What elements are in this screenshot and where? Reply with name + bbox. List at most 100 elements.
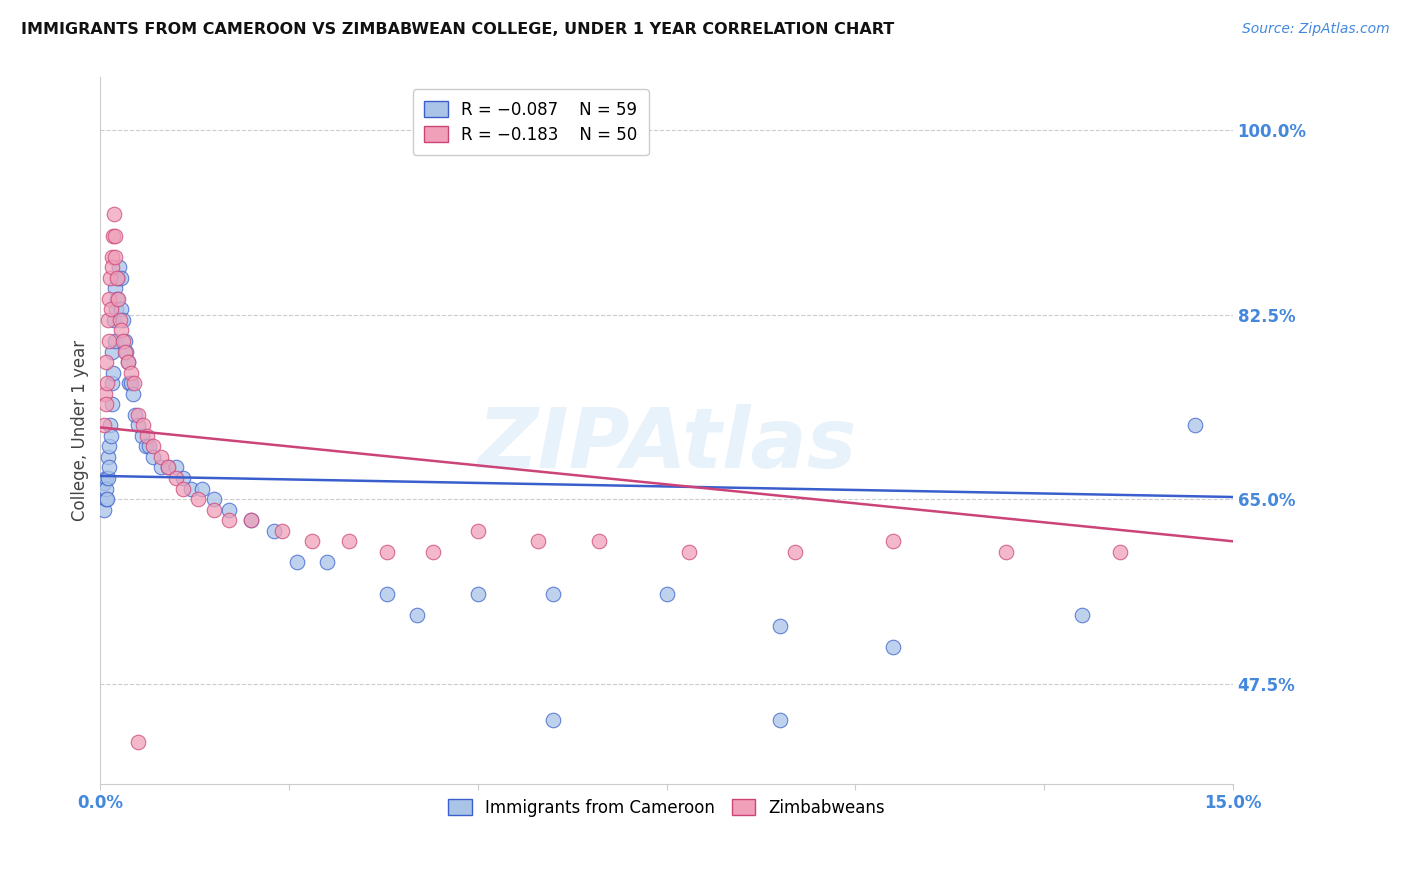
Point <box>131 418 153 433</box>
Point <box>101 260 124 275</box>
Point <box>655 587 678 601</box>
Point <box>98 270 121 285</box>
Point <box>149 460 172 475</box>
Point <box>375 545 398 559</box>
Point <box>114 334 136 348</box>
Point <box>94 386 117 401</box>
Point <box>97 471 120 485</box>
Point <box>98 439 121 453</box>
Point <box>98 460 121 475</box>
Point <box>127 734 149 748</box>
Point <box>93 476 115 491</box>
Point <box>1108 545 1130 559</box>
Legend: Immigrants from Cameroon, Zimbabweans: Immigrants from Cameroon, Zimbabweans <box>440 790 893 825</box>
Point <box>110 270 132 285</box>
Point <box>96 492 118 507</box>
Point <box>157 460 180 475</box>
Point <box>135 439 157 453</box>
Point <box>467 524 489 538</box>
Point <box>103 228 125 243</box>
Point <box>110 323 132 337</box>
Point <box>100 250 122 264</box>
Point <box>98 292 121 306</box>
Point <box>543 587 565 601</box>
Point <box>94 471 117 485</box>
Point <box>96 482 118 496</box>
Point <box>111 334 134 348</box>
Point <box>678 545 700 559</box>
Point <box>117 355 139 369</box>
Point <box>769 618 792 632</box>
Point <box>270 524 292 538</box>
Text: ZIPAtlas: ZIPAtlas <box>477 404 856 485</box>
Point <box>240 513 263 527</box>
Point <box>105 302 128 317</box>
Point <box>149 450 172 464</box>
Point <box>191 482 214 496</box>
Point <box>100 429 122 443</box>
Point <box>882 640 904 654</box>
Point <box>114 344 136 359</box>
Point <box>165 471 187 485</box>
Point <box>218 513 240 527</box>
Point <box>131 429 153 443</box>
Point <box>120 376 142 391</box>
Point <box>117 355 139 369</box>
Point <box>138 439 160 453</box>
Point <box>187 492 209 507</box>
Point <box>94 397 117 411</box>
Point <box>543 714 565 728</box>
Point <box>104 281 127 295</box>
Point <box>105 292 128 306</box>
Point <box>127 418 149 433</box>
Point <box>100 302 122 317</box>
Point <box>1070 608 1092 623</box>
Point <box>1184 418 1206 433</box>
Point <box>118 376 141 391</box>
Point <box>202 492 225 507</box>
Point <box>165 460 187 475</box>
Point <box>97 313 120 327</box>
Point <box>995 545 1018 559</box>
Point <box>142 450 165 464</box>
Point <box>93 502 115 516</box>
Point <box>240 513 263 527</box>
Point <box>115 344 138 359</box>
Point <box>422 545 444 559</box>
Point <box>769 714 792 728</box>
Point <box>111 313 134 327</box>
Point <box>96 355 118 369</box>
Point <box>121 386 143 401</box>
Point <box>315 555 337 569</box>
Point <box>142 439 165 453</box>
Point <box>285 555 308 569</box>
Point <box>136 429 159 443</box>
Point <box>406 608 429 623</box>
Point <box>202 502 225 516</box>
Point <box>120 366 142 380</box>
Point <box>103 207 125 221</box>
Y-axis label: College, Under 1 year: College, Under 1 year <box>72 340 89 521</box>
Point <box>97 450 120 464</box>
Point <box>97 334 120 348</box>
Point <box>467 587 489 601</box>
Point <box>108 313 131 327</box>
Point <box>110 302 132 317</box>
Point <box>93 418 115 433</box>
Point <box>218 502 240 516</box>
Point <box>96 376 118 391</box>
Point <box>103 366 125 380</box>
Point <box>180 482 202 496</box>
Point <box>172 482 194 496</box>
Text: Source: ZipAtlas.com: Source: ZipAtlas.com <box>1241 22 1389 37</box>
Point <box>105 270 128 285</box>
Point <box>103 313 125 327</box>
Point <box>588 534 610 549</box>
Point <box>375 587 398 601</box>
Point <box>339 534 361 549</box>
Point <box>100 397 122 411</box>
Point <box>882 534 904 549</box>
Point <box>101 344 124 359</box>
Point <box>127 408 149 422</box>
Text: IMMIGRANTS FROM CAMEROON VS ZIMBABWEAN COLLEGE, UNDER 1 YEAR CORRELATION CHART: IMMIGRANTS FROM CAMEROON VS ZIMBABWEAN C… <box>21 22 894 37</box>
